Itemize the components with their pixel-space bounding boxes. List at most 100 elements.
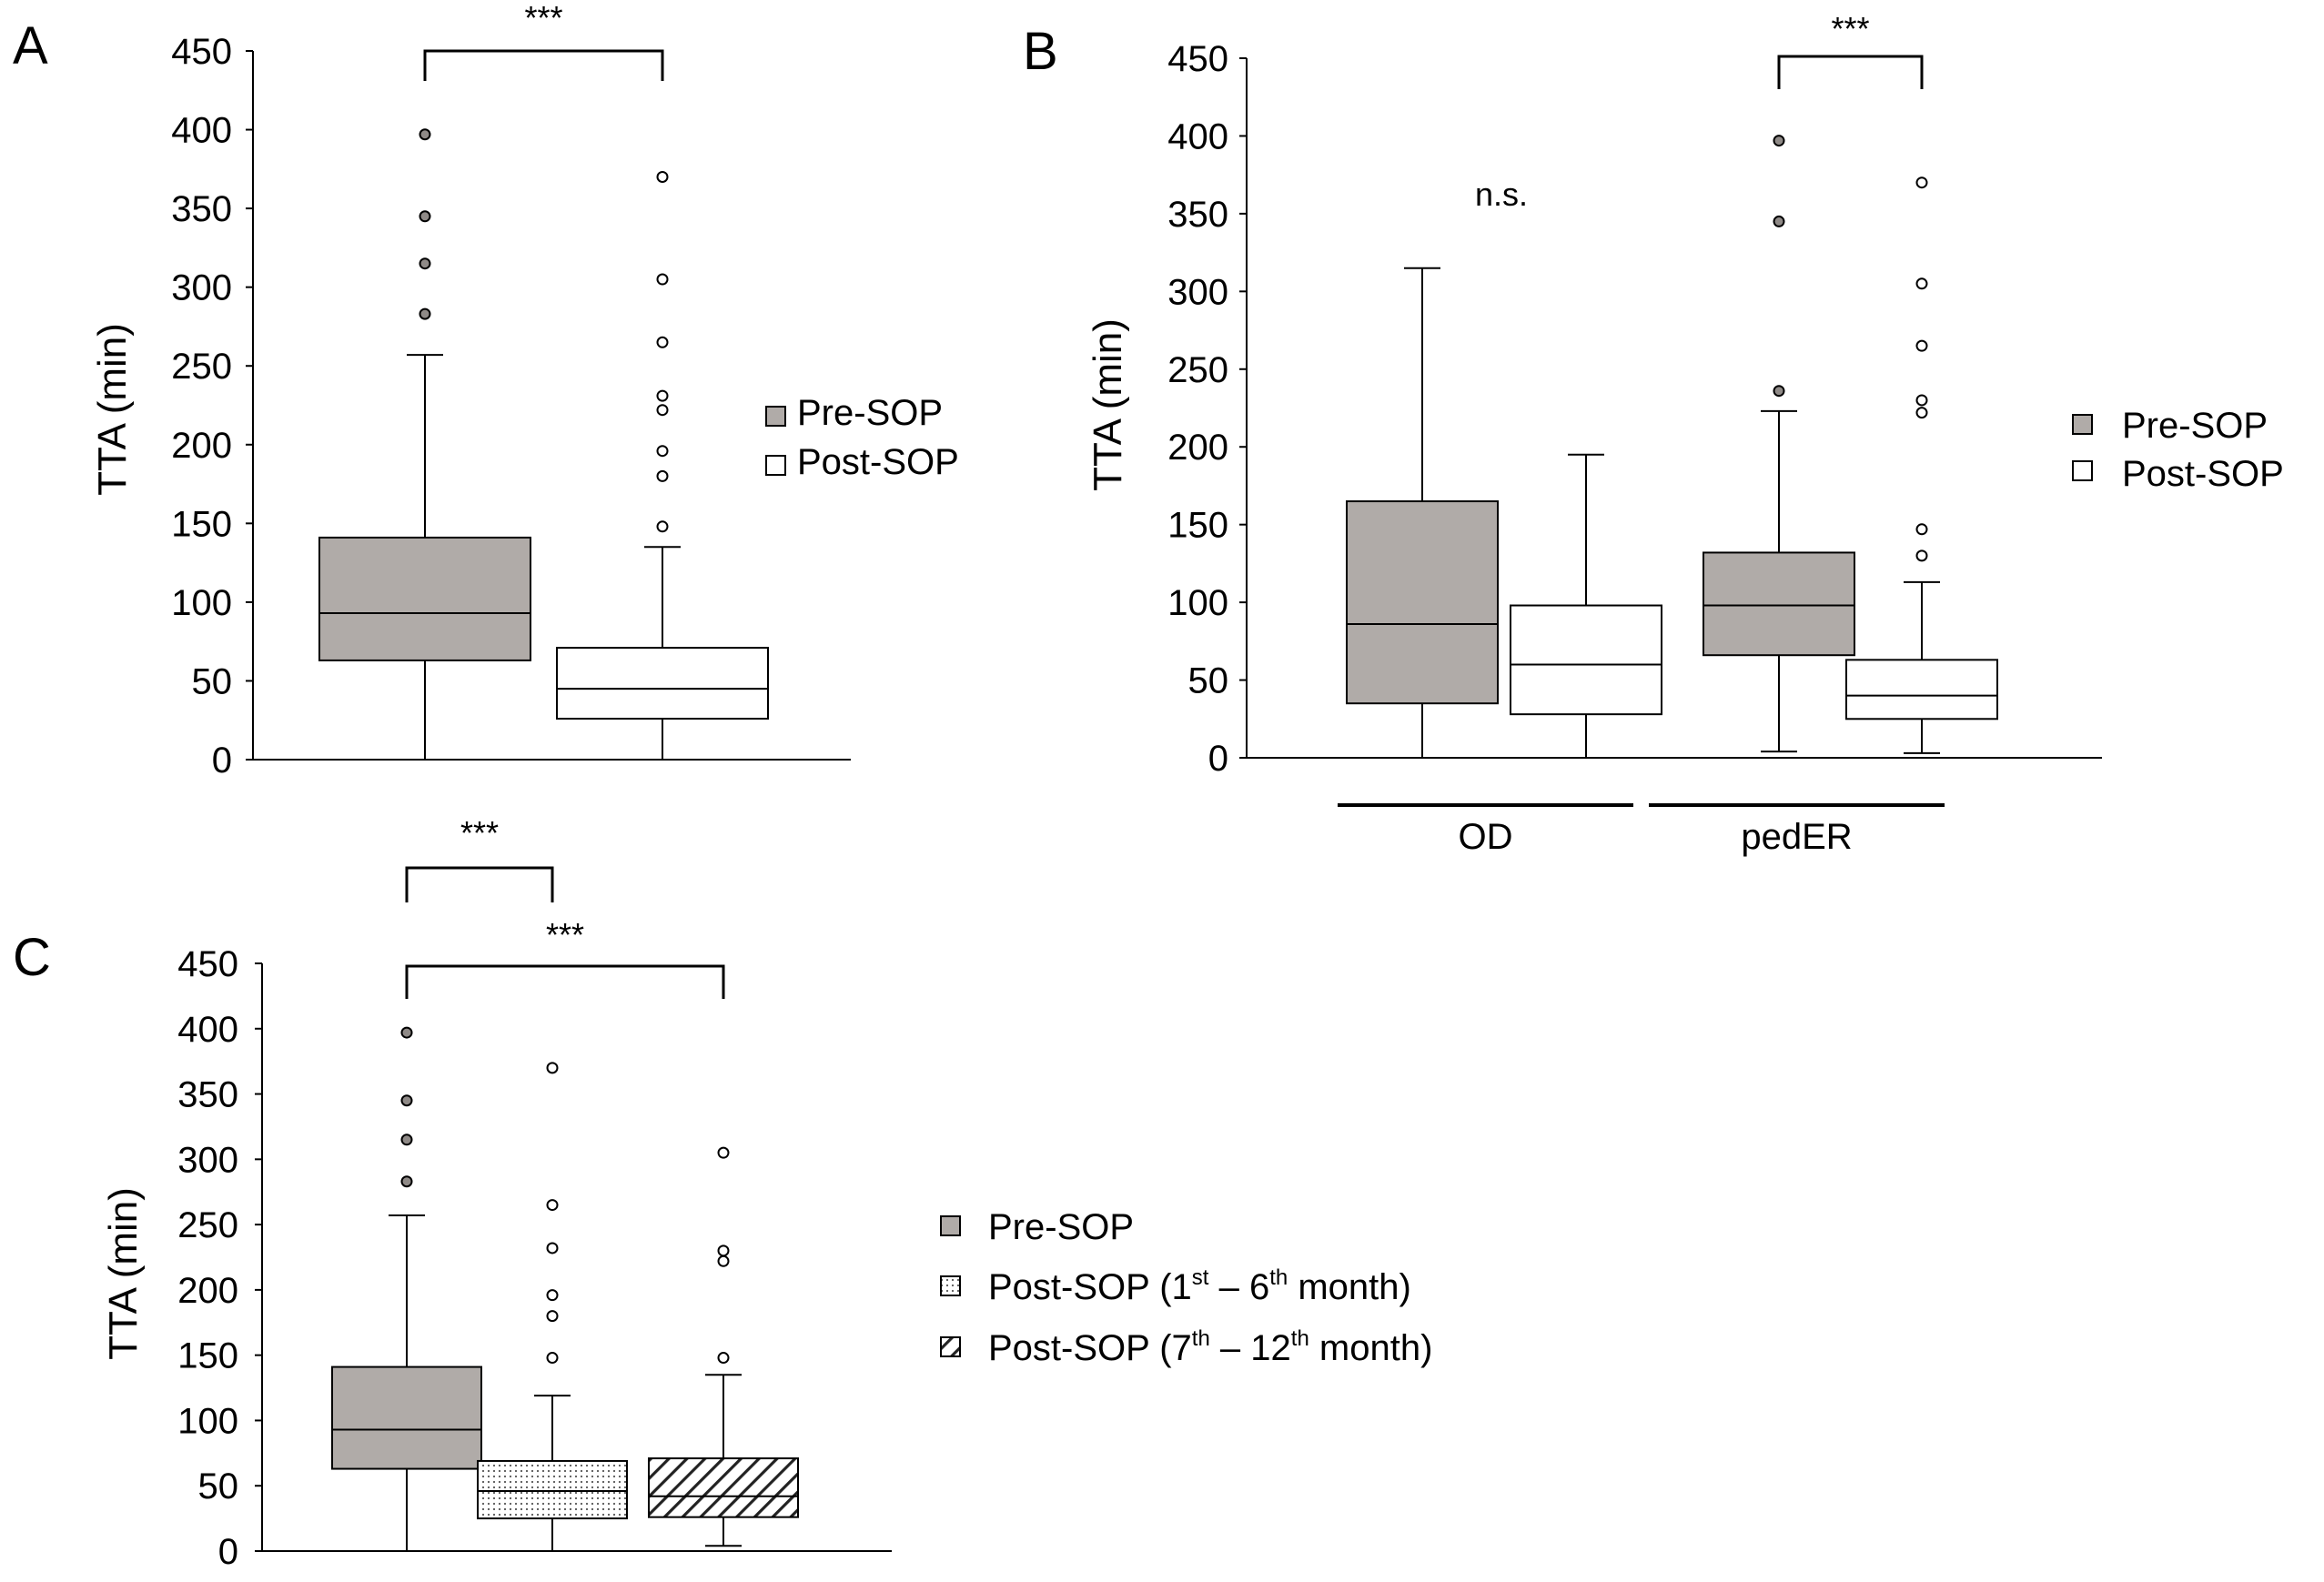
outlier-point [656,170,669,183]
box-iqr [477,1459,628,1520]
box-iqr [318,536,531,661]
box-iqr [1703,551,1855,657]
panel-c-y-tick-label: 0 [218,1532,238,1572]
panel-a-legend-pre-label: Pre-SOP [797,393,943,433]
panel-b-group-label-1: pedER [1741,817,1852,857]
outlier-point [1915,277,1928,290]
outlier-point [1915,523,1928,536]
panel-b-y-tick-label: 200 [1167,428,1228,468]
box-iqr [556,647,769,720]
panel-b-legend: Pre-SOP Post-SOP [2072,406,2284,494]
panel-a: A TTA (min) Pre-SOP Post-SOP 0 50 100 150 20… [13,0,959,781]
outlier-point [1773,385,1785,398]
panel-c: C TTA (min) Pre-SOP Post-SOP (1st – 6th … [13,814,1432,1572]
panel-c-y-tick-label: 100 [177,1401,238,1441]
outlier-point [400,1175,413,1188]
panel-b-y-tick-label: 0 [1208,739,1228,779]
outlier-point [1773,215,1785,227]
outlier-point [656,389,669,402]
outlier-point [400,1026,413,1039]
panel-label-a: A [13,16,48,76]
panel-c-y-tick-label: 150 [177,1336,238,1376]
panel-c-box-2 [648,1146,799,1547]
outlier-point [656,336,669,348]
outlier-point [546,1289,559,1302]
panel-b-significance-label-0: n.s. [1475,176,1528,213]
panel-c-y-tick-label: 250 [177,1205,238,1245]
outlier-point [546,1062,559,1074]
panel-a-y-tick-label: 100 [171,583,232,623]
panel-a-significance-bracket-0 [423,49,664,81]
outlier-point [1915,549,1928,562]
panel-c-y-axis-title: TTA (min) [101,1187,146,1360]
panel-b-y-tick-label: 250 [1167,350,1228,390]
panel-a-y-tick-label: 50 [192,661,233,701]
outlier-point [1773,135,1785,147]
panel-b-legend-post-label: Post-SOP [2122,454,2284,494]
box-iqr [331,1365,482,1470]
panel-a-y-tick-label: 400 [171,111,232,151]
panel-c-significance-bracket-1 [405,964,725,999]
outlier-point [717,1146,730,1159]
panel-a-box-0 [318,128,531,761]
panel-c-y-tick-label: 400 [177,1010,238,1050]
outlier-point [717,1352,730,1365]
panel-b-legend-pre-label: Pre-SOP [2122,406,2268,446]
panel-b-y-tick-label: 300 [1167,272,1228,312]
panel-c-box-0 [331,1026,482,1552]
box-iqr [1510,604,1662,716]
outlier-point [400,1134,413,1146]
outlier-point [656,520,669,533]
panel-a-y-tick-label: 450 [171,32,232,72]
outlier-point [546,1199,559,1212]
outlier-point [546,1310,559,1323]
outlier-point [717,1255,730,1267]
outlier-point [1915,394,1928,407]
panel-c-y-tick-label: 350 [177,1075,238,1115]
panel-a-significance-label-0: *** [524,0,562,36]
box-iqr [1845,659,1998,720]
panel-a-y-tick-label: 250 [171,347,232,387]
panel-c-y-tick-label: 200 [177,1271,238,1311]
panel-b-y-tick-label: 150 [1167,506,1228,546]
outlier-point [419,128,431,141]
panel-a-legend: Pre-SOP Post-SOP [765,393,959,482]
panel-b-legend-post-swatch [2072,460,2093,481]
panel-a-y-tick-label: 350 [171,189,232,229]
panel-a-box-1 [556,170,769,761]
panel-c-y-tick-label: 50 [198,1466,239,1506]
panel-label-b: B [1023,22,1058,81]
panel-c-legend: Pre-SOP Post-SOP (1st – 6th month) Post-… [940,1207,1432,1368]
panel-c-legend-pre-swatch [940,1215,961,1236]
outlier-point [656,469,669,482]
panel-b-y-tick-label: 450 [1167,39,1228,79]
panel-b-group-label-0: OD [1459,817,1513,857]
panel-b-y-tick-label: 50 [1188,661,1229,701]
outlier-point [400,1094,413,1107]
panel-b-significance-label-1: *** [1831,10,1869,47]
panel-c-legend-post2-swatch [940,1336,961,1357]
panel-c-legend-post1-swatch [940,1275,961,1296]
panel-a-y-tick-label: 0 [212,741,232,781]
outlier-point [1915,407,1928,419]
panel-c-significance-label-0: *** [460,814,499,851]
outlier-point [656,273,669,286]
panel-label-c: C [13,928,51,987]
panel-b-y-tick-label: 100 [1167,583,1228,623]
outlier-point [419,210,431,223]
panel-a-legend-pre-swatch [765,406,786,427]
panel-c-y-tick-label: 450 [177,944,238,984]
panel-b-box-1 [1510,453,1662,759]
outlier-point [546,1242,559,1255]
outlier-point [546,1352,559,1365]
panel-b-significance-bracket-1 [1777,55,1924,89]
panel-b-y-tick-label: 350 [1167,195,1228,235]
box-iqr [1346,500,1499,705]
panel-c-significance-label-1: *** [546,916,584,953]
panel-a-y-tick-label: 150 [171,504,232,544]
outlier-point [656,445,669,458]
panel-c-y-tick-label: 300 [177,1140,238,1180]
panel-c-legend-pre-label: Pre-SOP [988,1207,1134,1247]
panel-b-legend-pre-swatch [2072,414,2093,435]
